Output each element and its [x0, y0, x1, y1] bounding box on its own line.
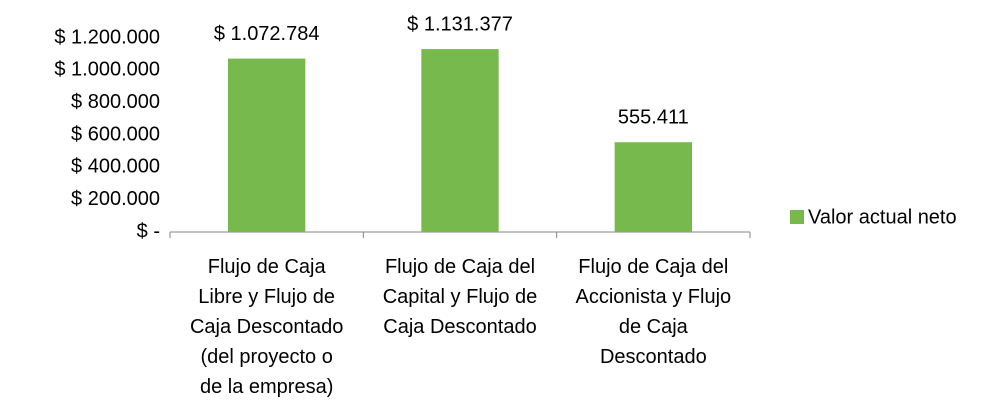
y-tick-label: $ 200.000 — [71, 188, 160, 210]
y-tick-label: $ 1.000.000 — [54, 59, 160, 81]
x-tick-label: Flujo de Caja del Capital y Flujo de Caja … — [383, 256, 538, 338]
data-label: $ 1.072.784 — [214, 23, 320, 45]
data-label: 555.411 — [618, 106, 689, 128]
y-tick-label: $ 400.000 — [71, 156, 160, 178]
bar — [228, 58, 306, 232]
y-tick-label: $ 600.000 — [71, 123, 160, 145]
data-label: $ 1.131.377 — [407, 13, 513, 35]
y-tick-label: $ 1.200.000 — [54, 26, 160, 48]
legend-swatch — [790, 210, 804, 224]
y-tick-label: $ - — [137, 220, 160, 242]
bar — [421, 49, 499, 232]
x-tick-label: Flujo de Caja Libre y Flujo de Caja Descon… — [190, 256, 343, 398]
legend-label: Valor actual neto — [808, 206, 957, 228]
y-tick-label: $ 800.000 — [71, 91, 160, 113]
x-tick-label: Flujo de Caja del Accionista y Flujo de Ca… — [576, 256, 732, 368]
bar — [614, 142, 692, 232]
